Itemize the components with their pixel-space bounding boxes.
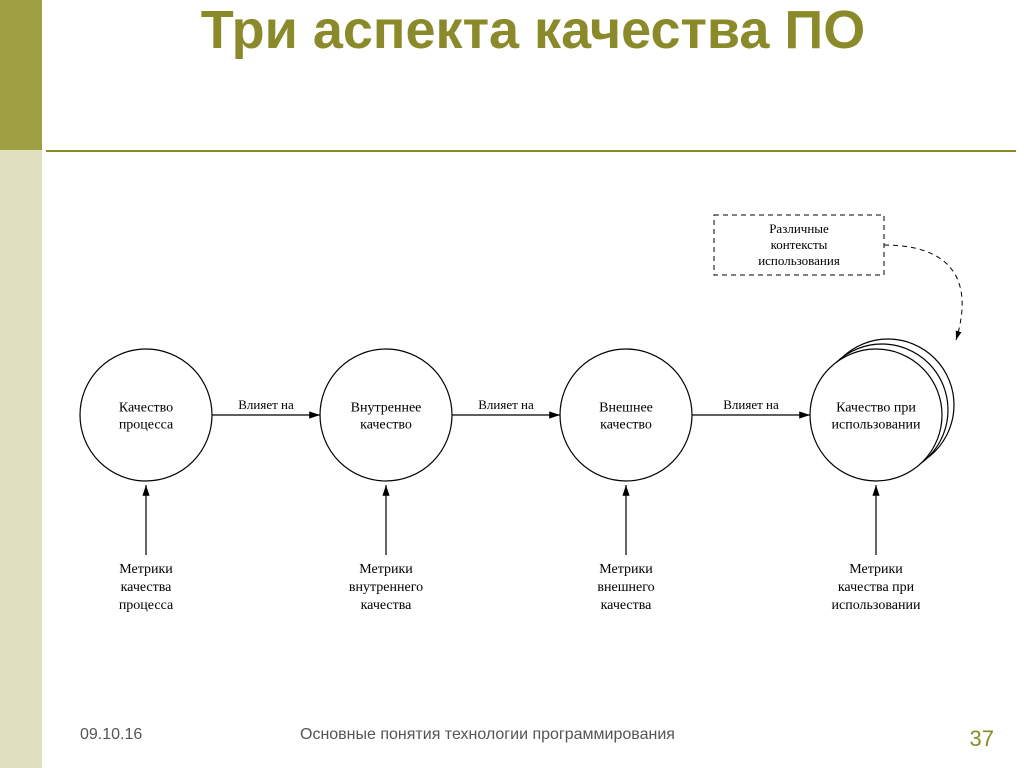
svg-text:качества: качества — [601, 598, 653, 613]
svg-text:Влияет на: Влияет на — [478, 397, 534, 412]
svg-text:Внешнее: Внешнее — [599, 401, 653, 416]
footer-page-number: 37 — [970, 726, 994, 752]
svg-text:использования: использования — [758, 253, 840, 268]
svg-text:качества: качества — [361, 598, 413, 613]
svg-text:качества при: качества при — [838, 580, 915, 595]
svg-text:контексты: контексты — [771, 237, 828, 252]
svg-text:использовании: использовании — [832, 598, 921, 613]
svg-text:качество: качество — [360, 418, 412, 433]
quality-diagram: Влияет на Влияет на Влияет на Качество проце… — [46, 185, 1016, 698]
sidebar-decoration — [0, 0, 42, 768]
svg-text:внешнего: внешнего — [597, 580, 654, 595]
footer-date: 09.10.16 — [80, 726, 142, 744]
svg-text:качество: качество — [600, 418, 652, 433]
svg-text:Различные: Различные — [769, 221, 829, 236]
svg-text:внутреннего: внутреннего — [349, 580, 423, 595]
svg-text:Внутреннее: Внутреннее — [351, 401, 422, 416]
svg-text:Влияет на: Влияет на — [723, 397, 779, 412]
footer-subtitle: Основные понятия технологии программиров… — [300, 726, 675, 744]
slide-footer: 09.10.16 Основные понятия технологии про… — [0, 726, 1024, 756]
title-underline — [46, 150, 1016, 152]
svg-text:качества: качества — [121, 580, 173, 595]
svg-text:Качество при: Качество при — [836, 401, 916, 416]
svg-text:Метрики: Метрики — [119, 562, 173, 577]
svg-text:Влияет на: Влияет на — [238, 397, 294, 412]
svg-text:Качество: Качество — [119, 401, 173, 416]
svg-text:процесса: процесса — [119, 598, 174, 613]
svg-text:процесса: процесса — [119, 418, 174, 433]
svg-text:Метрики: Метрики — [359, 562, 413, 577]
svg-text:Метрики: Метрики — [849, 562, 903, 577]
svg-text:использовании: использовании — [832, 418, 921, 433]
svg-text:Метрики: Метрики — [599, 562, 653, 577]
slide-title: Три аспекта качества ПО — [42, 0, 1024, 59]
